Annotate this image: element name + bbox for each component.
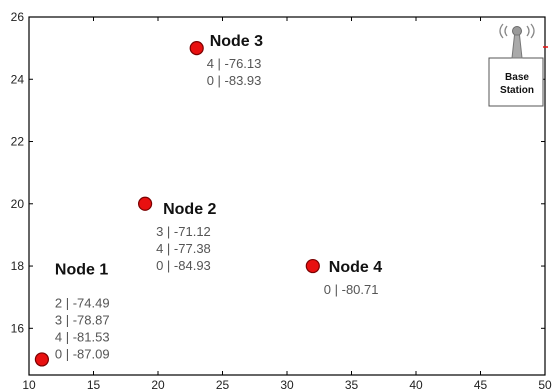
- base-station-label-line1: Base: [505, 72, 529, 83]
- y-axis: 16 18 20 22 24 26: [11, 10, 545, 335]
- x-tick-label: 40: [409, 378, 423, 392]
- base-station-label-line2: Station: [500, 85, 534, 96]
- x-tick-label: 10: [22, 378, 36, 392]
- base-station: Base Station: [488, 23, 548, 107]
- y-tick-label: 24: [11, 72, 25, 86]
- y-tick-label: 18: [11, 259, 25, 273]
- node-3: Node 3 4 | -76.13 0 | -83.93: [189, 33, 263, 88]
- node-point: [305, 258, 320, 274]
- rssi-reading: 4 | -77.38: [156, 241, 211, 256]
- node-4: Node 4 0 | -80.71: [305, 258, 382, 297]
- rssi-reading: 4 | -81.53: [55, 329, 110, 344]
- node-point: [34, 352, 50, 367]
- node-1: Node 1 2 | -74.49 3 | -78.87 4 | -81.53 0 | …: [34, 261, 110, 367]
- node-2: Node 2 3 | -71.12 4 | -77.38 0 | -84.93: [138, 196, 217, 273]
- x-tick-label: 20: [151, 378, 165, 392]
- x-tick-label: 50: [538, 378, 552, 392]
- rssi-reading: 2 | -74.49: [55, 295, 110, 310]
- node-label: Node 1: [55, 261, 108, 278]
- node-label: Node 3: [210, 33, 263, 50]
- x-tick-label: 35: [345, 378, 359, 392]
- x-tick-label: 15: [87, 378, 101, 392]
- node-point: [138, 196, 153, 211]
- node-label: Node 4: [329, 259, 382, 276]
- node-label: Node 2: [163, 201, 216, 218]
- x-tick-label: 25: [216, 378, 230, 392]
- rssi-reading: 0 | -84.93: [156, 258, 211, 273]
- y-tick-label: 20: [11, 197, 25, 211]
- node-point: [189, 41, 204, 56]
- rssi-reading: 3 | -78.87: [55, 312, 110, 327]
- x-tick-label: 30: [280, 378, 294, 392]
- y-tick-label: 22: [11, 135, 25, 149]
- node-points: Node 1 2 | -74.49 3 | -78.87 4 | -81.53 0 | …: [34, 33, 382, 367]
- rssi-reading: 0 | -87.09: [55, 346, 110, 361]
- y-tick-label: 26: [11, 10, 25, 24]
- rssi-reading: 0 | -80.71: [324, 282, 379, 297]
- rssi-reading: 3 | -71.12: [156, 224, 211, 239]
- x-tick-label: 45: [474, 378, 488, 392]
- antenna-tower-icon: [499, 23, 535, 59]
- y-tick-label: 16: [11, 321, 25, 335]
- rssi-reading: 0 | -83.93: [207, 73, 262, 88]
- rssi-reading: 4 | -76.13: [207, 56, 262, 71]
- x-axis: 10 15 20 25 30 35 40 45 50: [22, 17, 552, 392]
- base-station-box: [488, 57, 544, 107]
